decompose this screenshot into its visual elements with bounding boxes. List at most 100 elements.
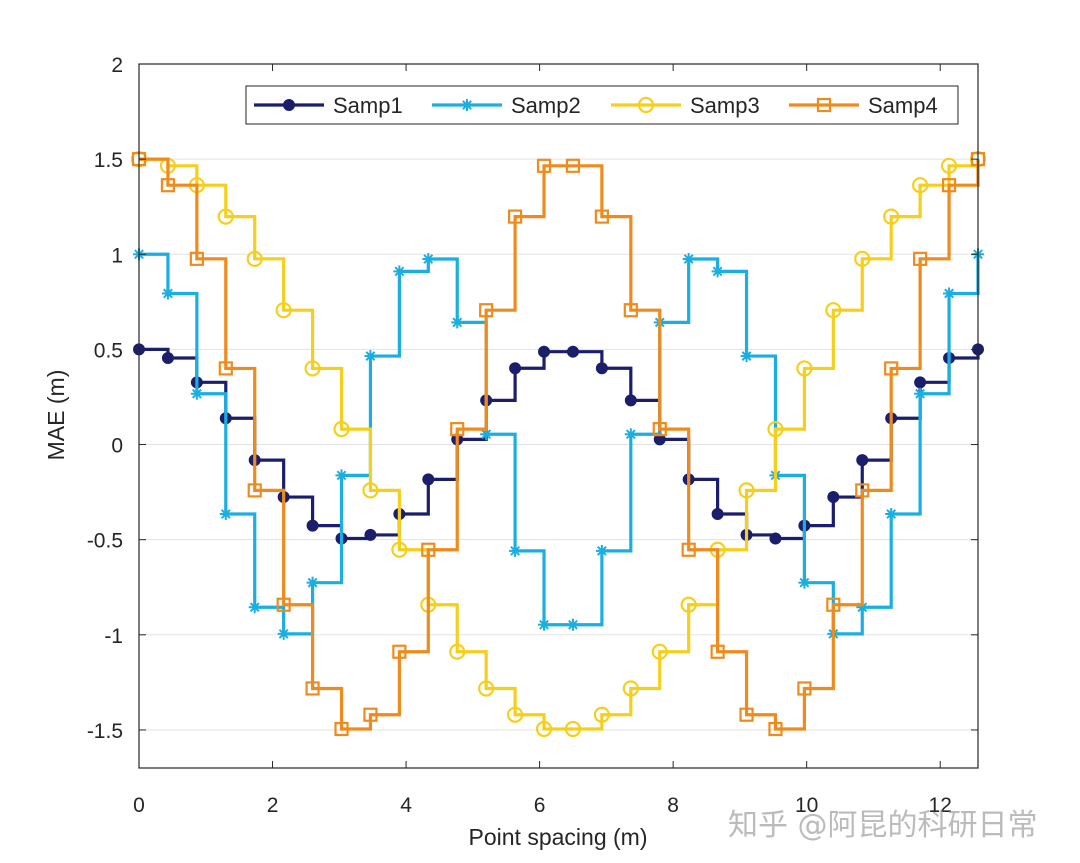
x-tick-label: 4 — [400, 794, 412, 817]
data-point — [940, 157, 958, 174]
data-point — [247, 483, 262, 498]
y-tick-label: -1 — [104, 625, 123, 648]
data-point — [767, 421, 784, 438]
marker-shape — [363, 707, 378, 722]
marker-shape — [450, 422, 465, 437]
data-point — [623, 303, 638, 318]
legend-label: Samp1 — [333, 93, 403, 118]
y-tick-label: 0.5 — [94, 339, 123, 362]
marker-shape — [797, 681, 812, 696]
marker-shape — [247, 483, 262, 498]
legend-item-samp1: Samp1 — [254, 93, 403, 118]
data-point — [333, 421, 350, 438]
data-point — [798, 576, 811, 589]
data-point — [883, 208, 900, 225]
data-point — [306, 576, 319, 589]
marker-shape — [883, 208, 900, 225]
plot-frame — [138, 63, 979, 769]
y-tick-label: 2 — [111, 54, 123, 77]
data-point — [566, 618, 579, 631]
x-tick-label: 12 — [929, 794, 952, 817]
marker-shape — [391, 541, 408, 558]
axis-ticks: -1.5 -1 -0.5 0 0.5 1 1.5 2 0 2 4 6 8 10 12 — [87, 54, 978, 817]
marker-shape — [307, 577, 318, 588]
data-point — [854, 250, 871, 267]
data-point — [160, 178, 176, 193]
marker-shape — [333, 421, 350, 438]
x-tick-label: 2 — [267, 794, 279, 817]
marker-shape — [827, 491, 840, 504]
data-point — [682, 253, 695, 266]
data-point — [451, 316, 464, 329]
data-point — [219, 507, 232, 520]
marker-shape — [275, 302, 292, 319]
legend-marker — [283, 99, 295, 111]
x-axis-label: Point spacing (m) — [469, 824, 648, 850]
series-samp4 — [131, 152, 986, 737]
y-tick-label: 0 — [111, 435, 123, 458]
marker-shape — [769, 532, 782, 545]
marker-shape — [278, 628, 289, 639]
data-point — [740, 350, 753, 363]
marker-shape — [452, 317, 463, 328]
data-point — [421, 542, 436, 557]
data-point — [480, 428, 493, 441]
marker-shape — [944, 288, 954, 299]
marker-shape — [189, 251, 204, 266]
data-point — [391, 541, 408, 558]
legend-marker — [461, 99, 473, 111]
marker-shape — [535, 720, 553, 738]
marker-shape — [462, 100, 472, 110]
data-point — [884, 361, 899, 376]
legend-item-samp2: Samp2 — [432, 93, 581, 118]
data-point — [538, 345, 551, 358]
marker-shape — [680, 596, 697, 613]
data-point — [218, 361, 233, 376]
marker-shape — [596, 545, 607, 556]
marker-shape — [623, 303, 638, 318]
marker-shape — [507, 209, 523, 224]
legend-label: Samp4 — [868, 93, 938, 118]
marker-shape — [392, 644, 407, 659]
marker-shape — [217, 208, 234, 225]
data-point — [711, 507, 724, 520]
data-point — [624, 428, 637, 441]
data-point — [739, 707, 754, 722]
x-tick-label: 0 — [133, 794, 145, 817]
data-point — [885, 507, 898, 520]
marker-shape — [161, 351, 174, 364]
marker-shape — [304, 360, 321, 377]
marker-shape — [479, 303, 494, 318]
data-point — [681, 542, 696, 557]
marker-shape — [711, 507, 724, 520]
marker-shape — [739, 707, 754, 722]
legend-marker — [816, 97, 832, 113]
y-tick-label: -0.5 — [87, 530, 123, 553]
marker-shape — [710, 644, 725, 659]
data-point — [189, 251, 204, 266]
marker-shape — [249, 602, 260, 613]
data-point — [651, 643, 668, 660]
marker-shape — [799, 577, 810, 588]
data-point — [364, 528, 377, 541]
marker-shape — [796, 360, 813, 377]
data-point — [914, 376, 927, 389]
marker-shape — [220, 509, 231, 519]
legend-label: Samp3 — [690, 93, 760, 118]
marker-shape — [912, 177, 929, 194]
marker-shape — [336, 470, 347, 481]
data-point — [768, 721, 783, 737]
marker-shape — [421, 542, 436, 557]
marker-shape — [856, 454, 869, 467]
data-point — [364, 350, 377, 363]
data-point — [912, 177, 929, 194]
legend-item-samp3: Samp3 — [611, 93, 760, 118]
marker-shape — [191, 388, 202, 399]
data-point — [624, 394, 637, 407]
x-tick-label: 6 — [534, 794, 546, 817]
marker-shape — [625, 429, 636, 440]
data-point — [217, 208, 234, 225]
data-point — [913, 251, 928, 266]
series-line — [139, 347, 980, 541]
marker-shape — [594, 209, 609, 224]
